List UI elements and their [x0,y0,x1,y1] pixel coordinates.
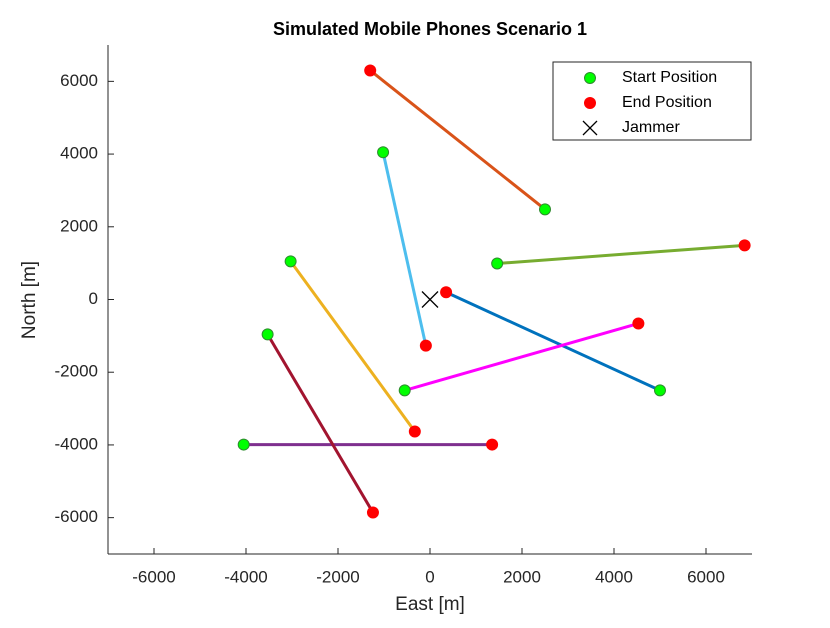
y-tick-label: 4000 [60,144,98,163]
start-marker [377,146,390,159]
start-marker [398,384,411,397]
legend-marker [584,97,596,109]
jammer-marker [421,291,439,308]
y-tick-label: -2000 [55,362,98,381]
start-marker [237,438,250,451]
end-marker [486,438,499,451]
trajectory [381,151,428,346]
end-marker [440,286,453,299]
end-marker [738,239,751,252]
end-marker [419,339,432,352]
y-axis-label: North [m] [19,261,40,339]
x-tick-label: 0 [425,567,434,586]
x-axis-label: East [m] [395,594,465,615]
end-marker [364,64,377,77]
x-tick-label: -4000 [224,567,267,586]
end-marker [408,425,421,438]
y-tick-label: 0 [89,289,98,308]
y-tick-label: 6000 [60,71,98,90]
x-tick-label: 4000 [595,567,633,586]
trajectory [497,243,745,266]
trajectory [266,333,375,514]
x-tick-label: 6000 [687,567,725,586]
y-tick-label: -4000 [55,434,98,453]
legend-label: End Position [622,94,712,111]
start-marker [261,328,274,341]
trajectory [445,290,661,392]
y-tick-label: -6000 [55,507,98,526]
start-marker [654,384,666,397]
trajectory [369,69,546,211]
start-marker [284,255,297,268]
legend-marker [582,120,598,136]
end-marker [366,506,379,519]
x-tick-label: -2000 [316,567,359,586]
start-marker [539,203,551,216]
x-tick-label: -6000 [132,567,175,586]
legend-marker [584,72,596,84]
trajectory [404,322,639,392]
x-tick-label: 2000 [503,567,541,586]
legend-label: Jammer [622,119,680,136]
chart-title: Simulated Mobile Phones Scenario 1 [273,19,587,39]
legend-label: Start Position [622,69,717,86]
trajectory [289,260,417,433]
end-marker [632,317,645,330]
y-tick-label: 2000 [60,216,98,235]
start-marker [491,257,504,270]
